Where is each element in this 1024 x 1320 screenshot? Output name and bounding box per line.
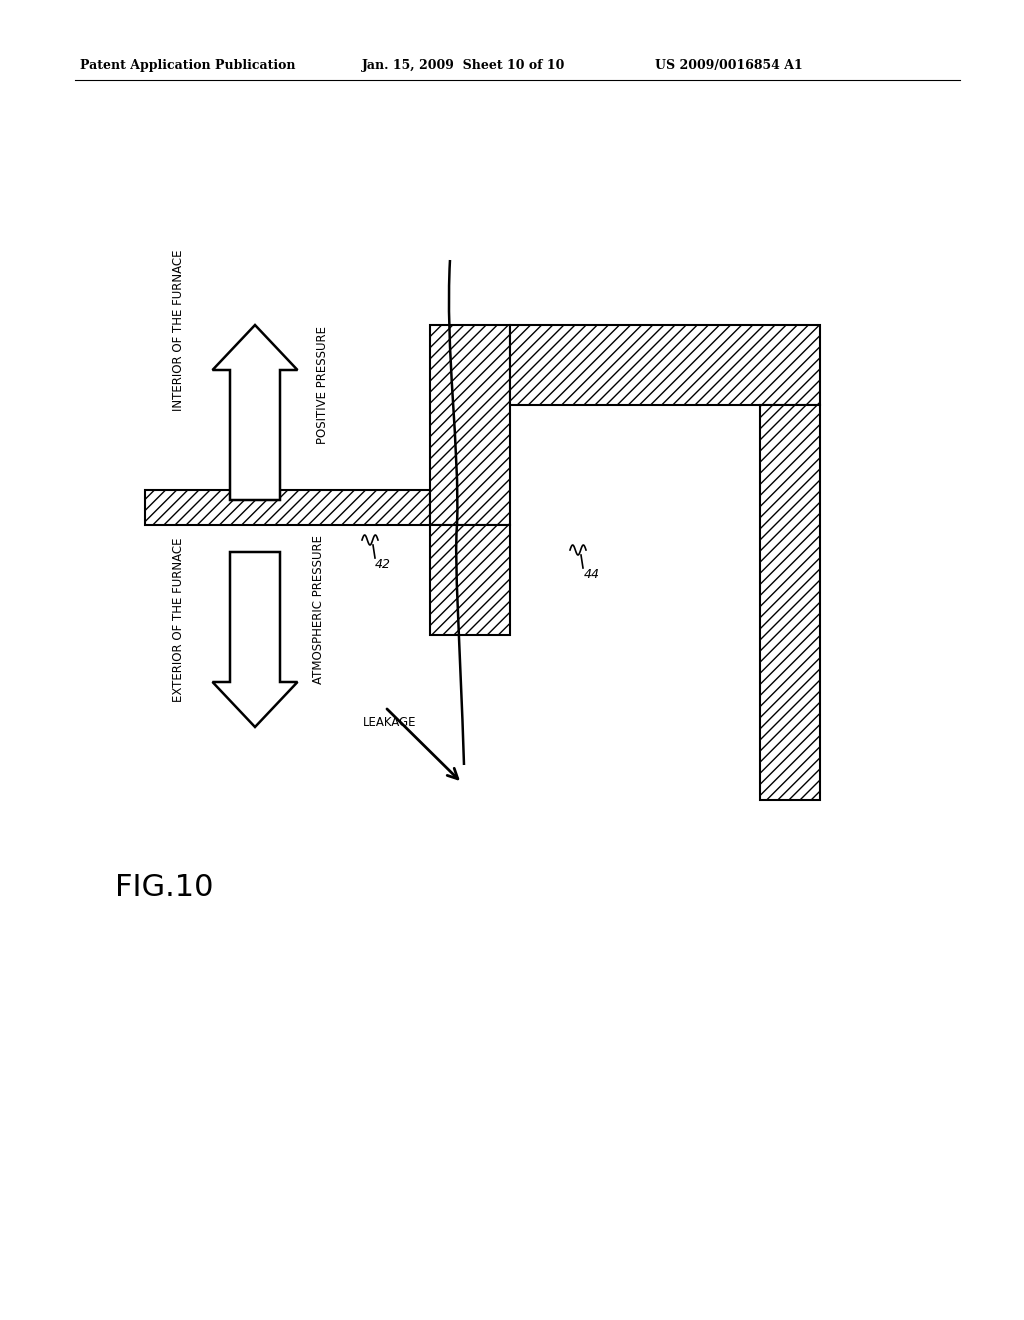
FancyArrow shape (213, 552, 298, 727)
FancyArrow shape (213, 325, 298, 500)
Bar (145, 490, 430, 525)
Bar (510, 325, 820, 405)
Text: EXTERIOR OF THE FURNACE: EXTERIOR OF THE FURNACE (171, 537, 184, 702)
Text: Jan. 15, 2009  Sheet 10 of 10: Jan. 15, 2009 Sheet 10 of 10 (362, 58, 565, 71)
Text: FIG.10: FIG.10 (115, 873, 213, 902)
Text: POSITIVE PRESSURE: POSITIVE PRESSURE (316, 326, 330, 444)
Text: 42: 42 (375, 558, 391, 572)
Bar (430, 525, 510, 635)
Text: Patent Application Publication: Patent Application Publication (80, 58, 296, 71)
Bar (760, 405, 820, 800)
Bar (430, 325, 510, 525)
Text: LEAKAGE: LEAKAGE (364, 715, 417, 729)
Text: ATMOSPHERIC PRESSURE: ATMOSPHERIC PRESSURE (311, 536, 325, 685)
Text: US 2009/0016854 A1: US 2009/0016854 A1 (655, 58, 803, 71)
Text: INTERIOR OF THE FURNACE: INTERIOR OF THE FURNACE (171, 249, 184, 411)
Text: 44: 44 (584, 569, 600, 582)
